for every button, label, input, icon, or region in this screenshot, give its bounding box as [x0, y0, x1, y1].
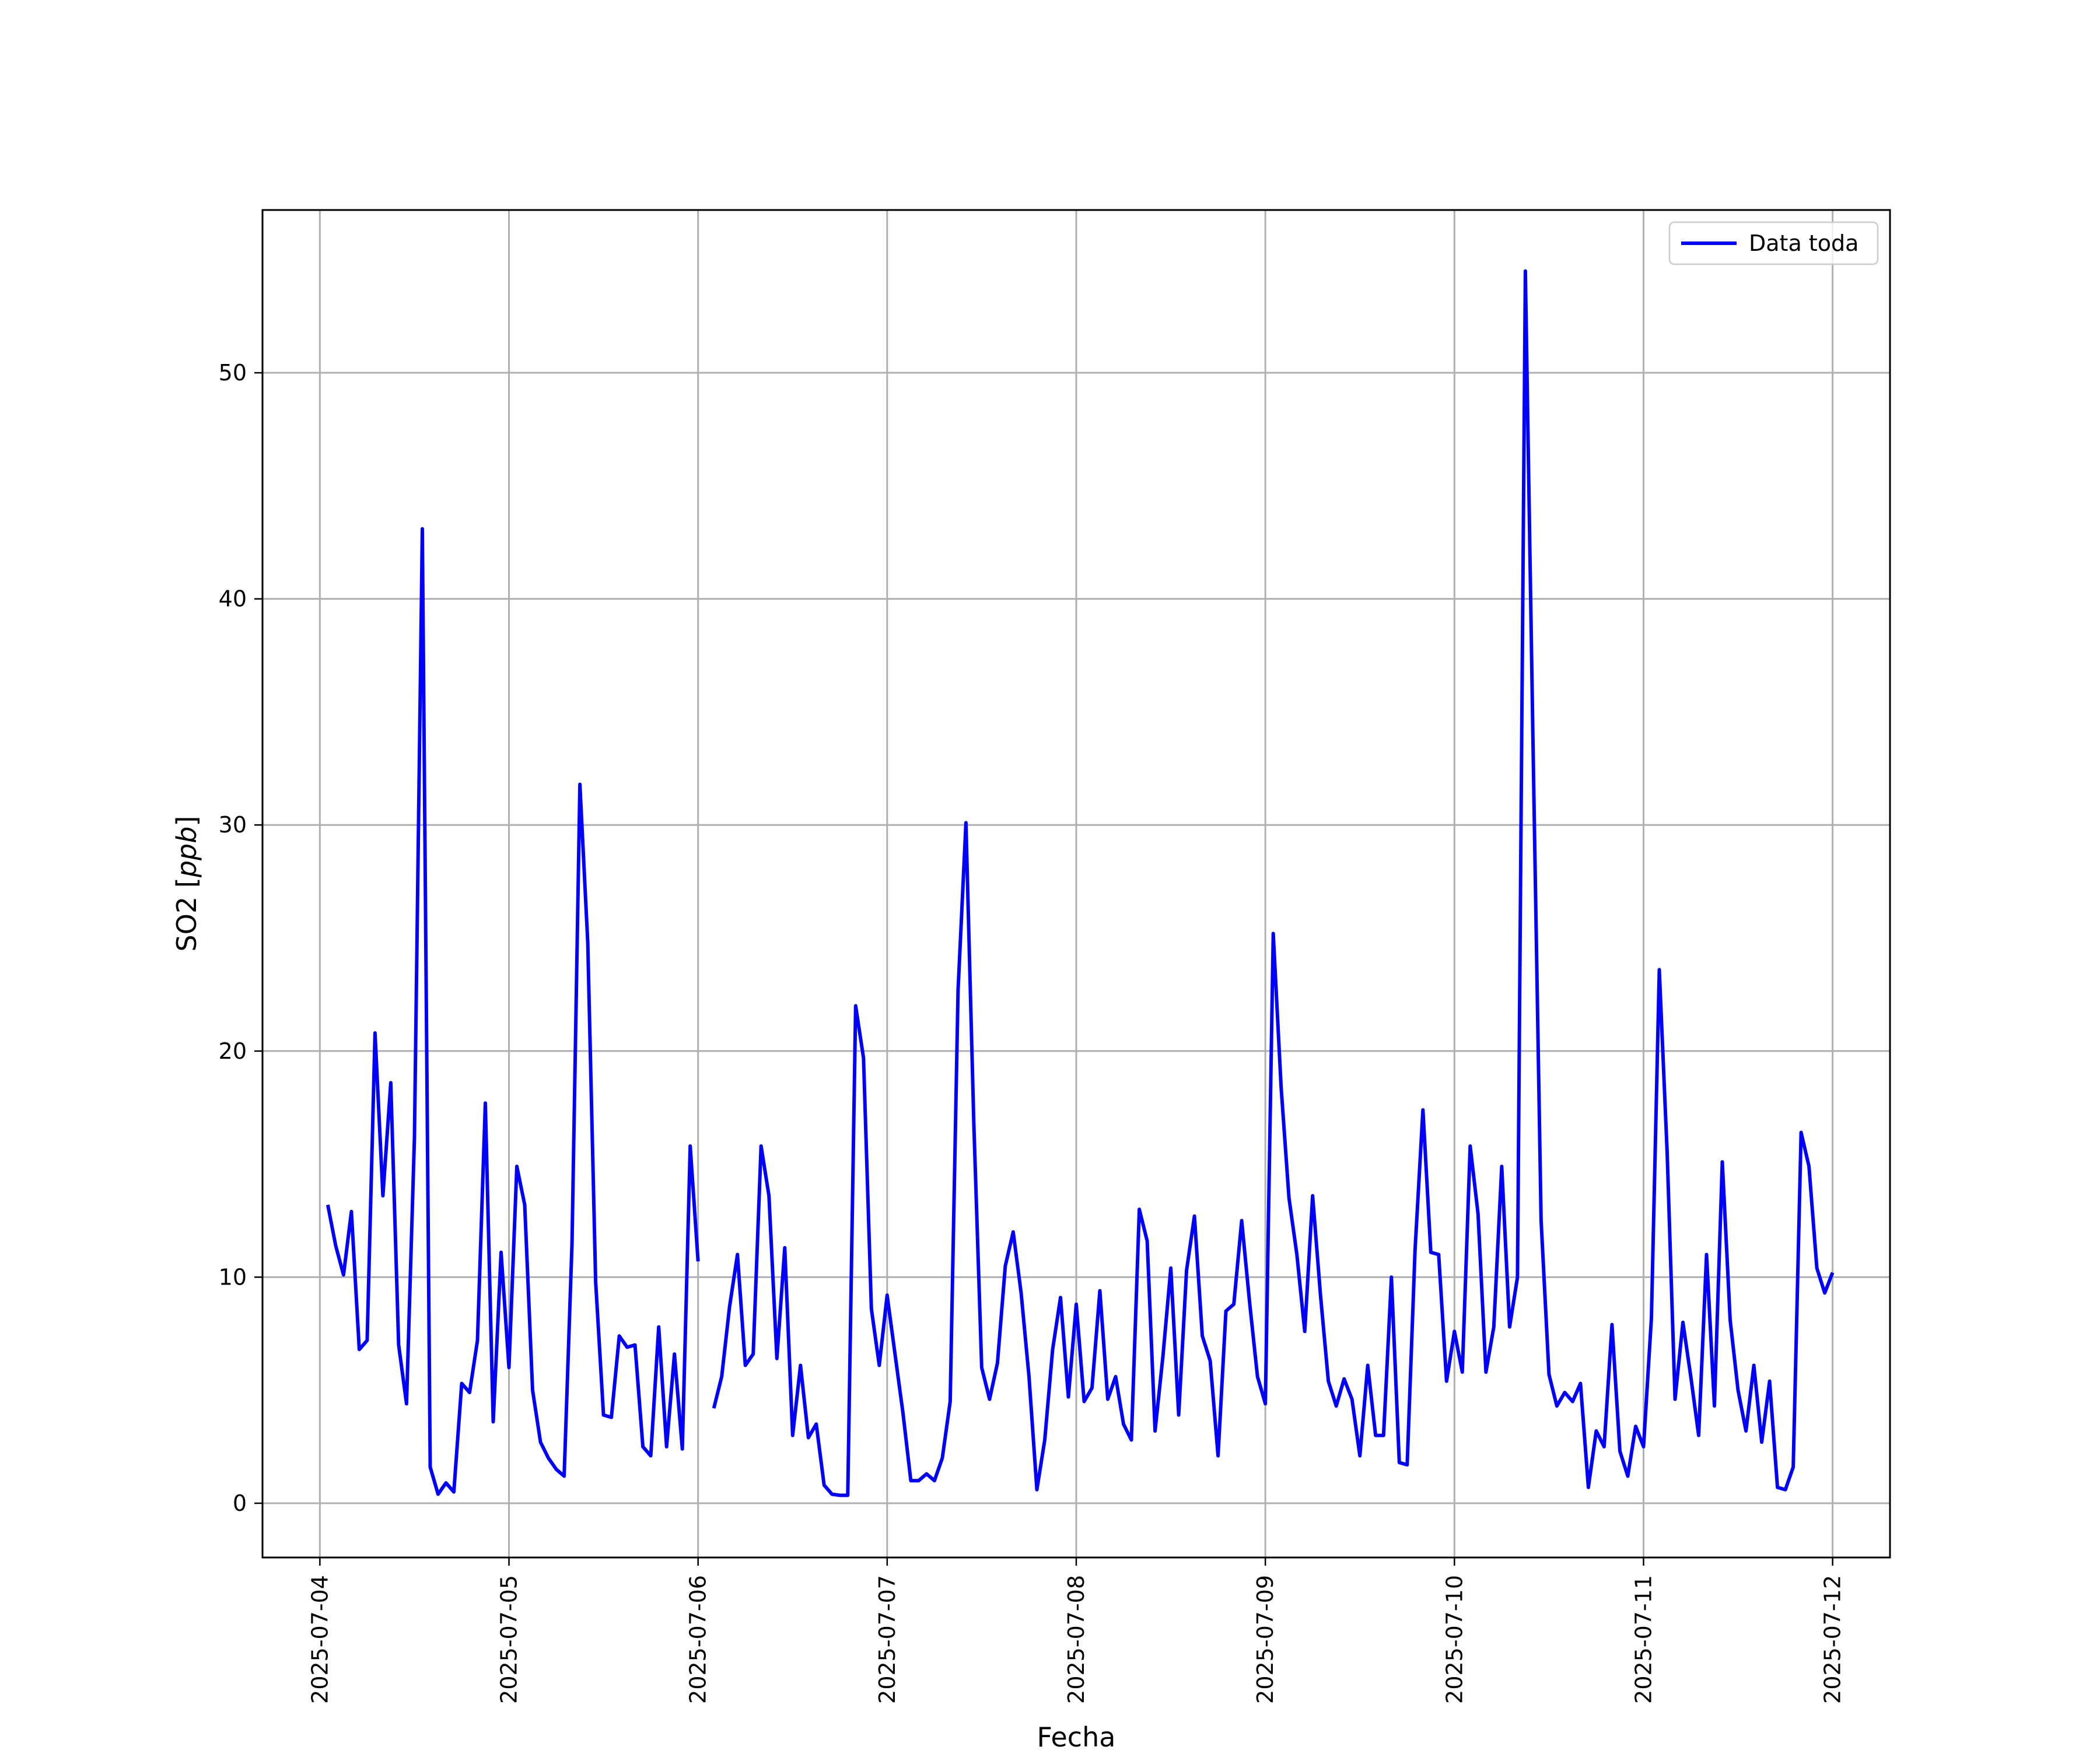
series-lines [326, 269, 1835, 1497]
y-tick-label: 40 [219, 586, 247, 612]
y-tick-label: 10 [219, 1264, 247, 1290]
x-tick-label: 2025-07-11 [1630, 1575, 1656, 1704]
y-axis-title-prefix: SO2 [ [171, 877, 202, 951]
legend: Data toda [1668, 221, 1879, 265]
y-axis-title: SO2 [ppb] [171, 816, 202, 952]
x-tick-label: 2025-07-10 [1441, 1575, 1467, 1704]
x-tick-label: 2025-07-04 [307, 1575, 332, 1704]
x-tick-label: 2025-07-12 [1820, 1575, 1846, 1704]
x-axis: 2025-07-04 2025-07-05 2025-07-06 2025-07-07… [307, 1558, 1846, 1704]
series-line [326, 269, 1835, 1497]
x-tick-label: 2025-07-09 [1252, 1575, 1278, 1704]
x-axis-title: Fecha [1037, 1721, 1116, 1750]
legend-box [1668, 221, 1879, 265]
y-tick-label: 30 [219, 812, 247, 838]
y-tick-label: 50 [219, 360, 247, 386]
y-tick-label: 20 [219, 1038, 247, 1064]
x-tick-label: 2025-07-08 [1063, 1575, 1089, 1704]
legend-label: Data toda [1749, 230, 1859, 256]
grid-lines [262, 210, 1890, 1558]
y-axis-title-unit: ppb [171, 827, 202, 878]
y-axis: 0 10 20 30 40 50 [219, 360, 262, 1516]
y-tick-label: 0 [233, 1490, 247, 1516]
y-axis-title-suffix: ] [171, 816, 202, 827]
x-tick-label: 2025-07-07 [874, 1575, 900, 1704]
x-tick-label: 2025-07-06 [685, 1575, 711, 1704]
x-tick-label: 2025-07-05 [496, 1575, 522, 1704]
